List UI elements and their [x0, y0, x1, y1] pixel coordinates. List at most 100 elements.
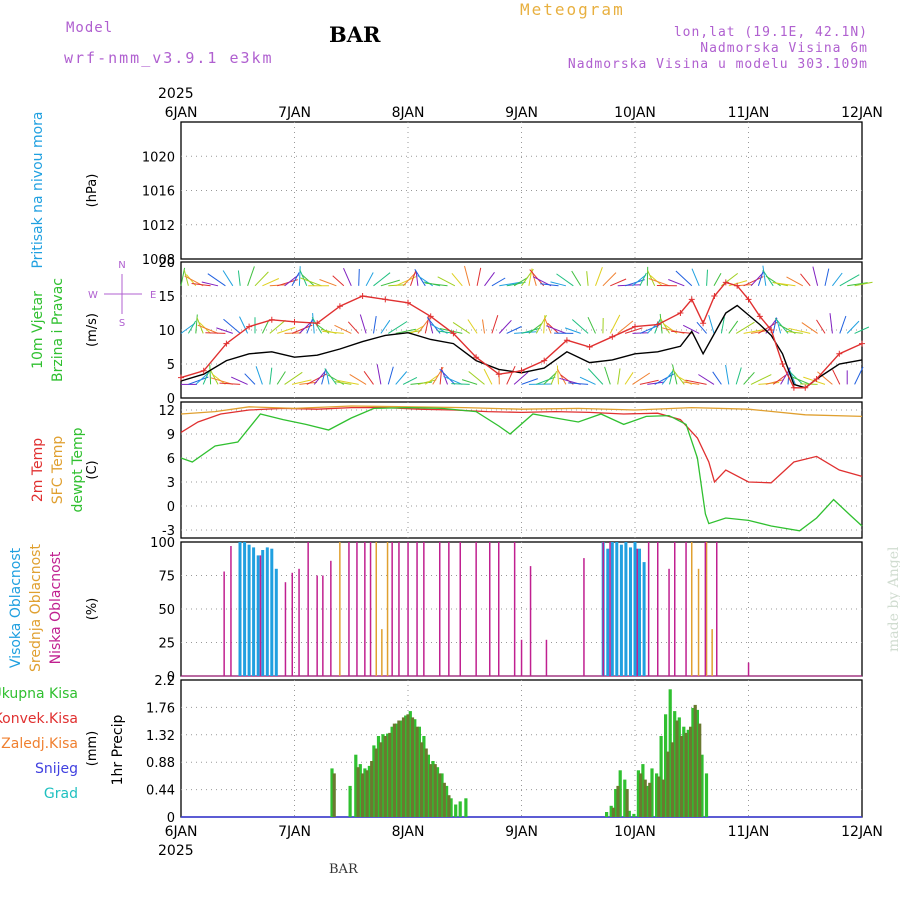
wind-arrow [786, 276, 804, 287]
cloud-bar-srednja-oblacnost [339, 542, 341, 676]
x-tick-top-11JAN: 11JAN [728, 105, 770, 121]
wind-arrow [817, 371, 833, 385]
precip-bar-konvek-kisa [415, 726, 419, 817]
wind-arrow [617, 284, 641, 287]
gust-marker [756, 313, 763, 320]
precip-bar-konvek-kisa [684, 732, 688, 817]
cloud-bar-niska-oblacnost [475, 542, 477, 676]
y-tick-temperature: 9 [167, 428, 175, 443]
cloud-bar-visoka-oblacnost [638, 548, 641, 676]
wind-arrow [728, 320, 739, 334]
cloud-bar-visoka-oblacnost [642, 562, 646, 676]
precip-bar-ukupna-kisa [404, 715, 408, 817]
precip-bar-ukupna-kisa [464, 798, 468, 817]
cloud-bar-niska-oblacnost [647, 542, 650, 676]
gust-marker [246, 323, 253, 330]
precip-bar-konvek-kisa [374, 748, 378, 817]
wind-arrow [298, 266, 301, 286]
wind-arrow [239, 316, 249, 334]
cloud-bar-niska-oblacnost [298, 568, 300, 676]
precip-bar-konvek-kisa [397, 720, 401, 817]
wind-arrow [306, 318, 314, 334]
cloud-bar-niska-oblacnost [284, 582, 287, 676]
wind-arrow [735, 367, 742, 385]
wind-arrow [743, 329, 764, 334]
wind-arrow [363, 371, 374, 385]
wind-axis-title-1: 10m Vjetar [30, 291, 46, 369]
year-label-bottom: 2025 [158, 843, 194, 859]
series-2m-temp [180, 406, 863, 484]
precip-bar-konvek-kisa [648, 782, 652, 818]
wind-arrow [832, 369, 841, 385]
wind-arrow [451, 272, 463, 287]
wind-arrow [499, 281, 521, 287]
wind-arrow [410, 270, 417, 286]
wind-arrow [461, 379, 478, 385]
precip-bar-ukupna-kisa [650, 768, 654, 817]
legend-grad: Grad [44, 786, 78, 802]
wind-arrow [209, 364, 212, 385]
wind-arrow [244, 373, 256, 385]
precip-bar-ukupna-kisa [440, 773, 444, 817]
cloud-bar-niska-oblacnost [747, 662, 750, 676]
wind-arrow [728, 280, 748, 287]
gust-marker [382, 296, 389, 303]
cloud-bar-niska-oblacnost [364, 542, 366, 676]
wind-arrow [291, 272, 300, 287]
wind-arrow [483, 368, 493, 385]
wind-arrow [787, 369, 804, 385]
precip-bar-ukupna-kisa [655, 773, 659, 817]
precip-bar-ukupna-kisa [700, 754, 704, 817]
wind-arrow [812, 266, 819, 286]
wind-arrow [306, 373, 327, 385]
wind-arrow [772, 374, 786, 385]
precip-bar-ukupna-kisa [668, 689, 672, 817]
precip-bar-konvek-kisa [670, 742, 675, 817]
precip-bar-konvek-kisa [639, 773, 643, 817]
precip-bar-ukupna-kisa [627, 810, 631, 817]
x-tick-bottom-10JAN: 10JAN [614, 824, 656, 840]
wind-arrow [800, 273, 811, 287]
wind-arrow [720, 316, 725, 334]
wind-arrow [336, 379, 359, 385]
wind-arrow [484, 272, 495, 287]
gust-marker [450, 330, 457, 337]
wind-arrow [195, 371, 210, 385]
wind-arrow [698, 374, 715, 385]
precip-bar-konvek-kisa [379, 742, 383, 817]
cloud-bar-visoka-oblacnost [629, 547, 632, 676]
precip-bar-konvek-kisa [643, 779, 647, 817]
y-tick-precip: 2.2 [154, 674, 175, 689]
legend-snijeg: Snijeg [35, 761, 78, 777]
gust-marker [836, 350, 843, 357]
wind-arrow [587, 368, 604, 385]
wind-arrow [632, 274, 647, 287]
product-title: Meteogram [520, 0, 625, 19]
wind-arrow [683, 381, 700, 385]
compass-e: E [150, 290, 156, 301]
cloud-bar-niska-oblacnost [489, 542, 491, 676]
wind-arrow [347, 321, 360, 334]
year-label-top: 2025 [158, 86, 194, 102]
wind-arrow [373, 316, 377, 334]
wind-arrow [425, 282, 448, 287]
precip-bar-ukupna-kisa [435, 767, 440, 817]
wind-arrow [529, 269, 545, 287]
wind-arrow [550, 371, 558, 385]
wind-arrow [491, 277, 506, 287]
cloud-bar-visoka-oblacnost [624, 542, 628, 676]
precip-bar-konvek-kisa [693, 704, 697, 817]
precip-bar-ukupna-kisa [695, 709, 699, 817]
wind-arrow [498, 319, 512, 334]
precip-bar-konvek-kisa [388, 732, 392, 817]
wind-arrow [230, 376, 248, 385]
wind-arrow [846, 320, 860, 334]
precip-bar-ukupna-kisa [636, 770, 640, 817]
wind-arrow [349, 373, 367, 385]
cloud-bar-srednja-oblacnost [711, 629, 713, 676]
wind-arrow [579, 376, 596, 385]
cloud-bar-visoka-oblacnost [615, 542, 619, 676]
units-temperature: (C) [85, 460, 100, 479]
precip-bar-konvek-kisa [447, 795, 451, 817]
wind-arrow [750, 271, 764, 287]
